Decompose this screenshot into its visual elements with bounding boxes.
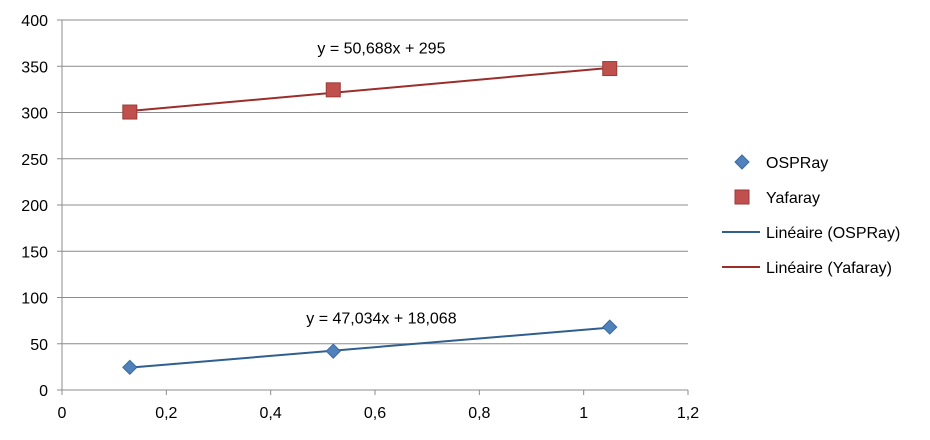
x-tick-label: 0,8 — [468, 405, 490, 422]
legend-label-ospray: OSPRay — [766, 155, 828, 172]
data-point-yafaray-1 — [325, 82, 341, 98]
y-tick-label: 50 — [30, 337, 48, 354]
y-tick-label: 400 — [21, 13, 48, 30]
data-point-ospray-0 — [122, 359, 138, 376]
x-tick-label: 0 — [58, 405, 67, 422]
x-tick-label: 0,4 — [260, 405, 282, 422]
data-point-ospray-1 — [325, 343, 341, 359]
x-tick-label: 0,2 — [155, 405, 177, 422]
x-tick-label: 1,2 — [677, 405, 699, 422]
trendlines — [129, 66, 610, 369]
trendline-equation-yafaray: y = 50,688x + 295 — [317, 40, 445, 57]
axes: 0 50 100 150 200 250 300 350 400 0 0,2 0,4 0,6 0,8 1 1,… — [21, 13, 699, 422]
trendline-equation-ospray: y = 47,034x + 18,068 — [306, 310, 456, 327]
x-tick-label: 1 — [579, 405, 588, 422]
legend-marker-yafaray — [734, 189, 750, 205]
y-tick-label: 350 — [21, 59, 48, 76]
y-tick-label: 150 — [21, 244, 48, 261]
data-point-yafaray-0 — [122, 104, 138, 120]
data-markers — [122, 61, 618, 376]
grid-lines — [62, 19, 688, 345]
trendline-yafaray — [129, 66, 610, 113]
annotation-labels: y = 47,034x + 18,068 y = 50,688x + 295 — [306, 40, 456, 327]
legend-label-yafaray: Yafaray — [766, 190, 820, 207]
legend-label-trend-yafaray: Linéaire (Yafaray) — [766, 260, 892, 277]
trendline-ospray — [129, 326, 610, 369]
y-tick-label: 0 — [39, 383, 48, 400]
y-tick-label: 200 — [21, 198, 48, 215]
y-tick-label: 250 — [21, 152, 48, 169]
legend-marker-ospray — [734, 154, 750, 170]
data-point-yafaray-2 — [602, 61, 618, 77]
x-tick-label: 0,6 — [364, 405, 386, 422]
data-point-ospray-2 — [602, 319, 618, 335]
y-tick-label: 100 — [21, 291, 48, 308]
legend-label-trend-ospray: Linéaire (OSPRay) — [766, 225, 900, 242]
legend: OSPRay Yafaray Linéaire (OSPRay) Linéaire (… — [722, 154, 900, 277]
y-tick-label: 300 — [21, 106, 48, 123]
